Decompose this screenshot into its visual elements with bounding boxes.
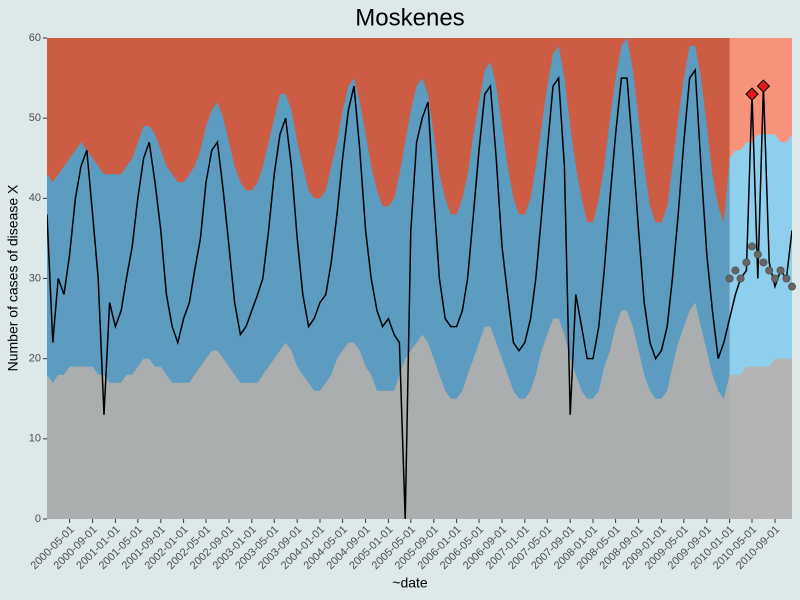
expected-point: [776, 266, 785, 275]
plot-area: [47, 38, 796, 519]
expected-point: [736, 274, 745, 283]
expected-point: [770, 274, 779, 283]
y-tick-label: 30: [29, 272, 41, 284]
threshold-area: [729, 358, 792, 519]
observed-line: [47, 67, 792, 519]
y-tick-label: 50: [29, 112, 41, 124]
axes: 01020304050602000-05-012000-09-012001-01…: [29, 32, 783, 572]
threshold-area: [47, 302, 730, 519]
y-tick-label: 0: [35, 513, 41, 525]
band-clip: [729, 358, 792, 519]
chart-title: Moskenes: [355, 4, 464, 31]
y-tick-label: 10: [29, 433, 41, 445]
expected-point: [782, 274, 791, 283]
alarm-marker: [756, 79, 771, 93]
y-tick-label: 20: [29, 353, 41, 365]
x-axis-label: ~date: [392, 575, 428, 591]
y-tick-label: 60: [29, 32, 41, 44]
expected-point: [759, 258, 768, 267]
band-clip: [47, 302, 730, 519]
expected-point: [753, 250, 762, 259]
expected-point: [748, 242, 757, 251]
expected-point: [765, 266, 774, 275]
expected-point: [731, 266, 740, 275]
expected-point: [788, 282, 796, 291]
y-axis-label: Number of cases of disease X: [5, 184, 21, 371]
line-clip: [47, 67, 792, 519]
expected-point: [725, 274, 734, 283]
expected-point: [742, 258, 751, 267]
y-tick-label: 40: [29, 192, 41, 204]
alarm-marker: [745, 87, 759, 101]
